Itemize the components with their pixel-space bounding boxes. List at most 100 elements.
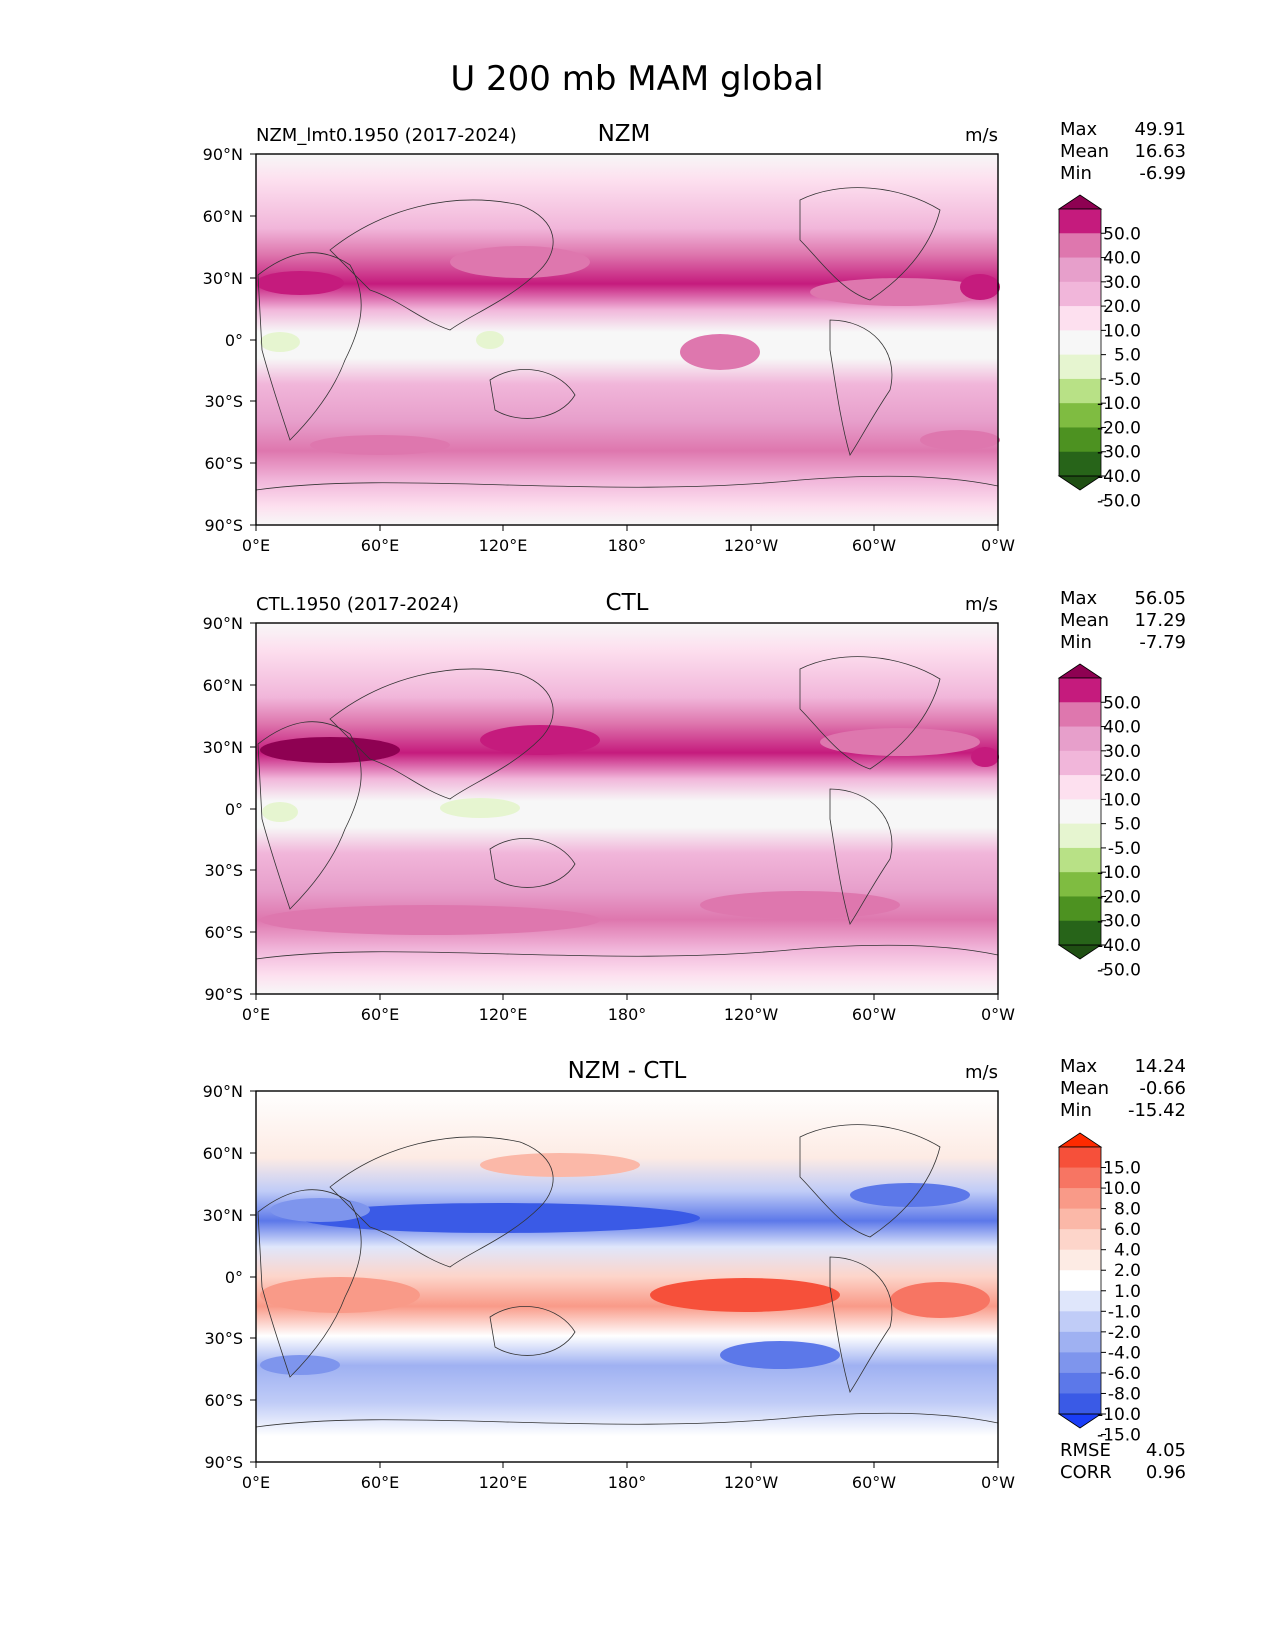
x-tick-label: 120°E bbox=[479, 1473, 528, 1492]
field-anomalies bbox=[260, 725, 999, 935]
colorbar-tick-label: -4.0 bbox=[1108, 1343, 1141, 1363]
panel-title: NZM - CTL bbox=[568, 1058, 687, 1084]
x-tick: 60°W bbox=[852, 994, 896, 1024]
y-tick: 0° bbox=[225, 331, 256, 350]
colorbar-tick-label: 10.0 bbox=[1103, 321, 1141, 341]
x-tick-label: 0°W bbox=[981, 536, 1015, 555]
stat-value-mean: 16.63 bbox=[1134, 141, 1186, 162]
colorbar-tick-label: -5.0 bbox=[1108, 839, 1141, 859]
colorbar-tick-label: 20.0 bbox=[1103, 297, 1141, 317]
colorbar-extend-top bbox=[1057, 663, 1103, 679]
y-tick: 60°S bbox=[204, 454, 256, 473]
map-field bbox=[256, 1091, 998, 1462]
y-tick: 60°S bbox=[204, 1391, 256, 1410]
stat-label-rmse: RMSE bbox=[1060, 1440, 1111, 1461]
colorbar-tick-label: 8.0 bbox=[1114, 1200, 1141, 1220]
x-tick: 120°E bbox=[479, 525, 527, 555]
y-tick: 90°N bbox=[203, 1082, 256, 1101]
colorbar-tick-label: -2.0 bbox=[1108, 1323, 1141, 1343]
colorbar-segment bbox=[1059, 1270, 1101, 1292]
colorbar-extend-top bbox=[1057, 194, 1103, 210]
stat-value-max: 49.91 bbox=[1134, 119, 1186, 140]
colorbar-tick-label: -40.0 bbox=[1097, 936, 1141, 956]
x-tick: 60°W bbox=[852, 1462, 896, 1492]
colorbar-tick-label: -6.0 bbox=[1108, 1364, 1141, 1384]
colorbar-segment bbox=[1059, 1372, 1101, 1394]
y-axis: 90°N 60°N 30°N 0° 30°S 60°S 90°S bbox=[203, 145, 256, 535]
y-tick: 90°N bbox=[203, 145, 256, 164]
stat-value-corr: 0.96 bbox=[1146, 1462, 1186, 1483]
colorbar-tick-label: 50.0 bbox=[1103, 224, 1141, 244]
skill-stats: RMSE 4.05 CORR 0.96 bbox=[1060, 1440, 1186, 1483]
stats-block: Max 14.24 Mean -0.66 Min -15.42 bbox=[1060, 1056, 1186, 1121]
colorbar-segment bbox=[1059, 1188, 1101, 1210]
colorbar-frame bbox=[1058, 677, 1102, 946]
colorbar-segment bbox=[1059, 1290, 1101, 1312]
y-tick-label: 90°S bbox=[204, 516, 243, 535]
colorbar-tick-label: 6.0 bbox=[1114, 1220, 1141, 1240]
colorbar-tick-label: -10.0 bbox=[1097, 394, 1141, 414]
field-anomalies bbox=[256, 246, 1000, 455]
coastlines bbox=[255, 656, 999, 960]
y-axis: 90°N 60°N 30°N 0° 30°S 60°S 90°S bbox=[203, 1082, 256, 1472]
y-tick: 60°S bbox=[204, 923, 256, 942]
y-tick-label: 60°N bbox=[203, 676, 243, 695]
y-tick-label: 90°N bbox=[203, 614, 243, 633]
y-tick: 30°N bbox=[203, 738, 256, 757]
x-axis: 0°E 60°E 120°E 180° 120°W 60°W 0°W bbox=[242, 994, 1015, 1024]
x-tick-label: 120°W bbox=[724, 536, 779, 555]
units-label: m/s bbox=[965, 125, 998, 146]
x-tick: 120°E bbox=[479, 994, 527, 1024]
x-tick: 60°E bbox=[361, 1462, 399, 1492]
x-tick-label: 180° bbox=[608, 1473, 647, 1492]
colorbar-extend-top bbox=[1057, 1132, 1103, 1148]
colorbar-extend-bottom bbox=[1057, 944, 1103, 960]
x-tick: 180° bbox=[608, 994, 646, 1024]
units-label: m/s bbox=[965, 594, 998, 615]
colorbar-tick-label: 50.0 bbox=[1103, 693, 1141, 713]
colorbar-segment bbox=[1059, 799, 1101, 825]
units-label: m/s bbox=[965, 1062, 998, 1083]
colorbar-segment bbox=[1059, 1311, 1101, 1333]
case-label: CTL.1950 (2017-2024) bbox=[256, 594, 459, 615]
y-tick: 90°S bbox=[204, 516, 256, 535]
colorbar-extend-bottom bbox=[1057, 1413, 1103, 1429]
field-anomalies bbox=[260, 1153, 990, 1375]
x-tick: 0°W bbox=[981, 1462, 1015, 1492]
x-tick: 60°E bbox=[361, 994, 399, 1024]
colorbar-segment bbox=[1059, 403, 1101, 428]
colorbar-tick-label: 40.0 bbox=[1103, 718, 1141, 738]
panel-ctl: CTL.1950 (2017-2024) CTL m/s 90°N 60°N 3 bbox=[203, 588, 1186, 1024]
colorbar-tick-label: 30.0 bbox=[1103, 273, 1141, 293]
y-tick: 90°S bbox=[204, 985, 256, 1004]
colorbar-segment bbox=[1059, 1249, 1101, 1271]
x-tick-label: 120°W bbox=[724, 1473, 779, 1492]
colorbar-segment bbox=[1059, 775, 1101, 800]
y-tick: 60°N bbox=[203, 676, 256, 695]
colorbar-segment bbox=[1059, 427, 1101, 453]
stat-label-max: Max bbox=[1060, 119, 1098, 140]
colorbar-segment bbox=[1059, 281, 1101, 307]
colorbar-tick-label: 2.0 bbox=[1114, 1261, 1141, 1281]
stats-block: Max 56.05 Mean 17.29 Min -7.79 bbox=[1060, 588, 1186, 653]
stats-block: Max 49.91 Mean 16.63 Min -6.99 bbox=[1060, 119, 1186, 184]
y-tick-label: 60°N bbox=[203, 1144, 243, 1163]
y-tick-label: 90°N bbox=[203, 1082, 243, 1101]
y-tick: 30°S bbox=[204, 1329, 256, 1348]
map-field bbox=[256, 623, 998, 994]
x-tick: 0°E bbox=[242, 1462, 270, 1492]
x-tick: 0°W bbox=[981, 525, 1015, 555]
colorbar-tick-label: -20.0 bbox=[1097, 418, 1141, 438]
x-tick-label: 60°W bbox=[852, 1473, 896, 1492]
x-tick-label: 0°E bbox=[242, 1473, 270, 1492]
colorbar: 50.0 40.0 30.0 20.0 10.0 5.0 -5.0 -10.0 -20.0 -30… bbox=[1057, 194, 1141, 511]
x-tick: 120°E bbox=[479, 1462, 528, 1492]
x-axis: 0°E 60°E 120°E 180° 120°W 60°W 0°W bbox=[242, 1462, 1015, 1492]
x-tick-label: 60°E bbox=[361, 1473, 399, 1492]
colorbar-tick-label: -15.0 bbox=[1097, 1426, 1141, 1446]
x-tick: 180° bbox=[608, 1462, 647, 1492]
y-tick-label: 0° bbox=[225, 800, 243, 819]
colorbar-tick-label: -30.0 bbox=[1097, 912, 1141, 932]
y-tick-label: 30°N bbox=[203, 1206, 243, 1225]
